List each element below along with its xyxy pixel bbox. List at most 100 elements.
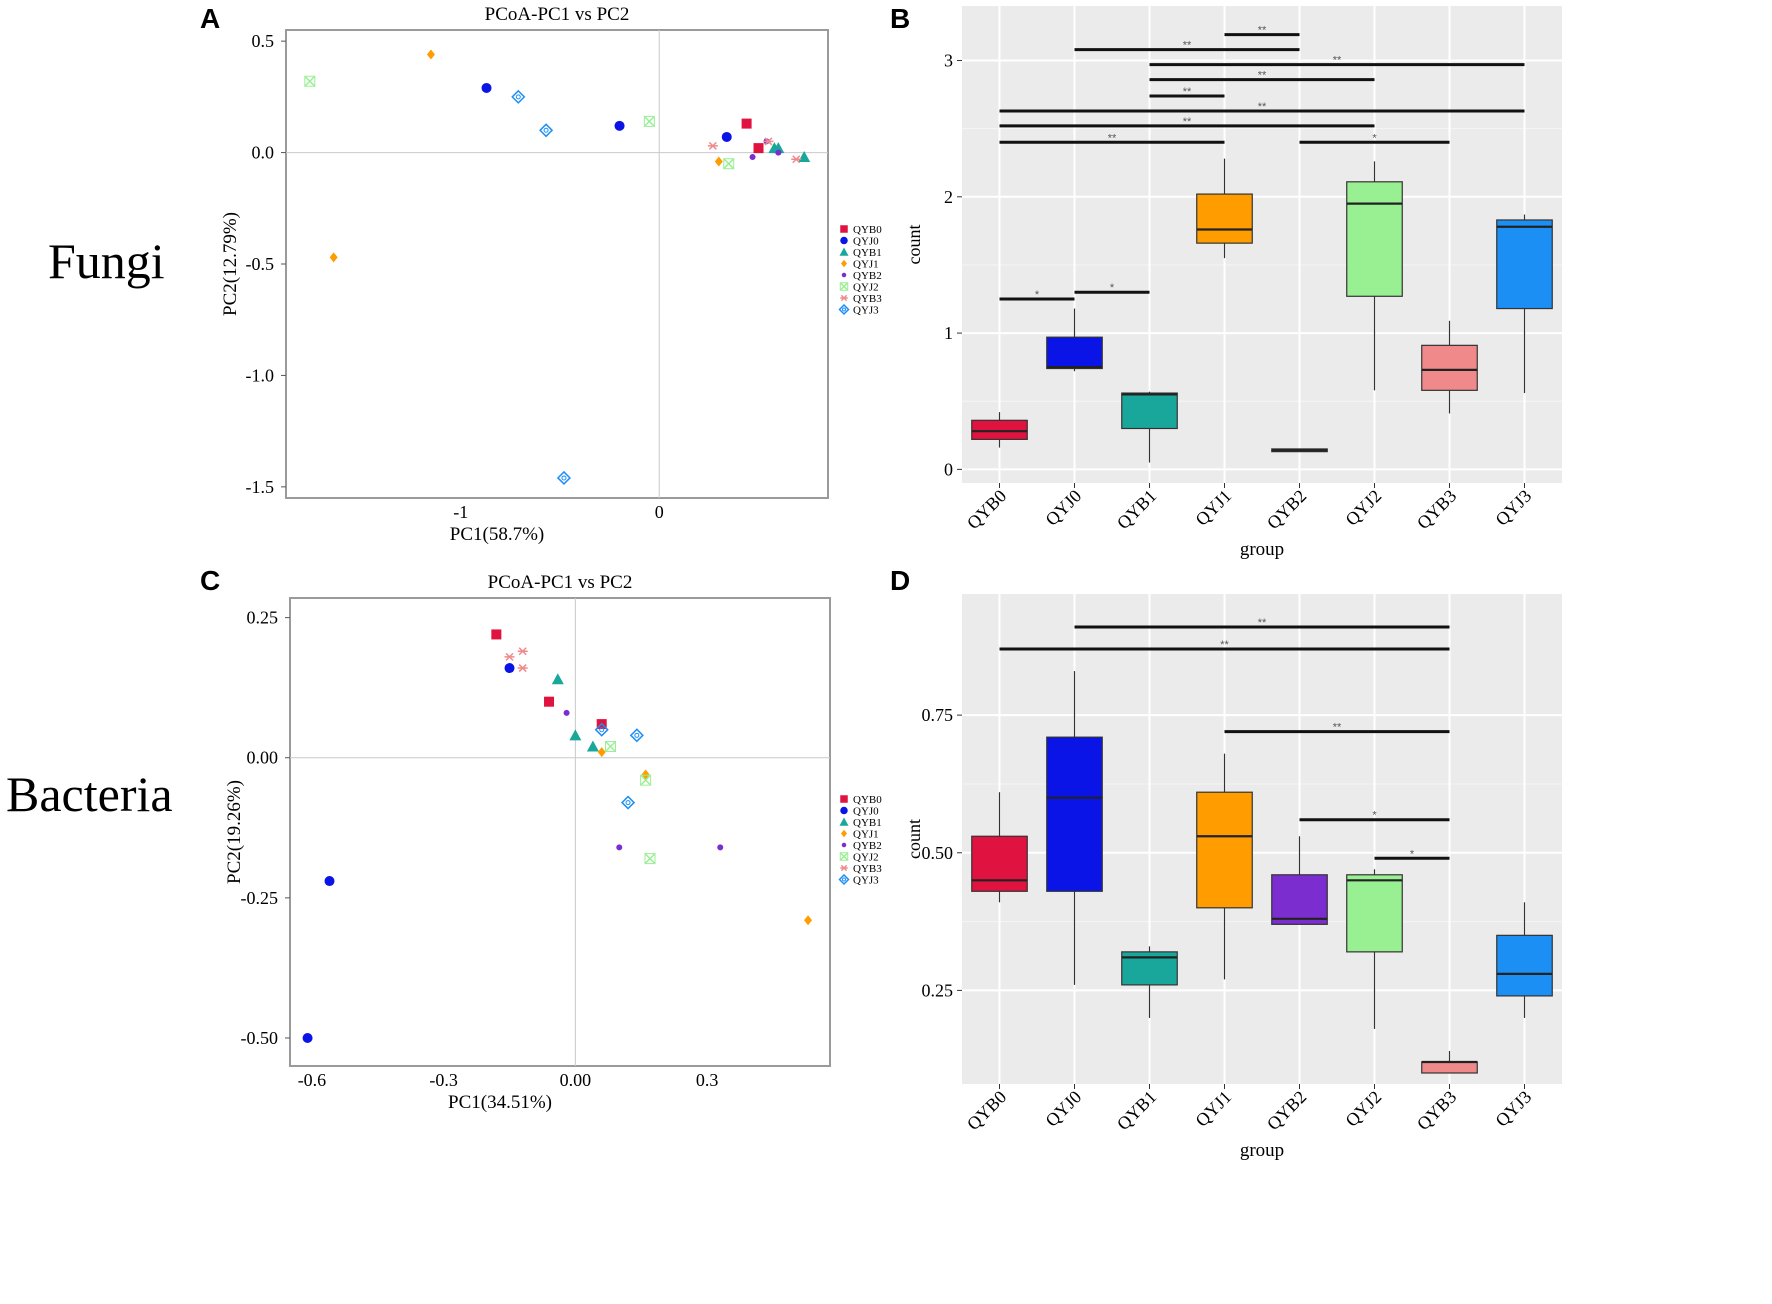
point-c-qyj3-shape	[620, 795, 636, 810]
legend-label-a-qyj2: QYJ2	[853, 282, 879, 294]
point-a-qyj3-shape	[556, 470, 572, 486]
legend-label-a-qyb1: QYB1	[853, 247, 882, 259]
legend-marker-a-qyb1-shape	[839, 247, 849, 256]
box-d-qyj0	[1046, 736, 1103, 892]
legend-marker-a-qyj0-shape	[840, 236, 848, 245]
legend-label-c-qyb2: QYB2	[853, 840, 882, 852]
legend-label-c-qyj2: QYJ2	[853, 852, 879, 864]
significance-label-d: *	[1372, 810, 1377, 822]
point-c-qyj3	[620, 795, 636, 810]
box-b-qyb0	[971, 419, 1028, 440]
box-d-qyb2	[1271, 874, 1328, 925]
point-c-qyj2	[604, 740, 617, 753]
point-c-qyj1	[597, 747, 606, 758]
point-c-qyj1	[804, 915, 813, 926]
y-tick-label-c: -0.25	[241, 888, 279, 908]
point-a-qyj3	[539, 123, 554, 138]
legend-marker-a-qyj1-shape	[841, 259, 847, 268]
point-a-qyj0-shape	[481, 82, 492, 93]
point-c-qyj2-stroke2	[640, 774, 652, 786]
y-tick-label-c: 0.25	[247, 608, 279, 628]
point-a-qyb3	[707, 141, 718, 150]
point-a-qyb2	[775, 149, 782, 156]
legend-marker-a-qyb0-shape	[840, 225, 848, 233]
x-tick-label-c: -0.3	[429, 1070, 458, 1090]
point-a-qyb1-shape	[772, 142, 785, 154]
y-tick-label-a: 0.5	[252, 31, 275, 51]
box-d-qyj1	[1196, 791, 1253, 909]
legend-label-c-qyj0: QYJ0	[853, 806, 879, 818]
panel-letter-a: A	[200, 3, 221, 34]
box-d-qyj3	[1496, 934, 1553, 997]
point-a-qyb0-shape	[753, 143, 764, 154]
legend-marker-c-qyj3-shape	[838, 873, 850, 886]
point-a-qyj2	[723, 158, 735, 170]
point-a-qyb3	[791, 155, 802, 164]
point-c-qyb0-shape	[544, 696, 555, 707]
legend-marker-c-qyj1-shape	[841, 829, 847, 838]
significance-label-b: **	[1258, 70, 1267, 82]
point-a-qyj3-shape	[511, 89, 526, 104]
y-tick-label-b: 1	[944, 323, 953, 343]
panel-letter-c: C	[200, 565, 221, 596]
legend-marker-c-qyb3	[840, 864, 848, 872]
point-a-qyb0	[741, 118, 752, 129]
panel-letter-b: B	[890, 3, 911, 34]
point-a-qyj1-shape	[426, 49, 435, 60]
x-tick-label-b-qyj1: QYJ1	[1191, 486, 1235, 530]
x-tick-label-d-qyb0: QYB0	[963, 1087, 1010, 1134]
point-c-qyb2-shape	[717, 844, 724, 851]
point-c-qyj1-shape	[641, 769, 650, 780]
x-tick-label-d-qyj3: QYJ3	[1491, 1087, 1535, 1131]
plot-frame-a	[285, 29, 829, 499]
legend-label-c-qyb3: QYB3	[853, 863, 882, 875]
legend-marker-a-qyb2	[841, 272, 847, 278]
legend-marker-c-qyj2-shape	[839, 852, 849, 861]
point-a-qyj1-shape	[329, 252, 338, 263]
point-c-qyb3-stroke3	[505, 652, 514, 661]
point-a-qyj2-shape	[723, 158, 735, 170]
point-c-qyj0	[302, 1032, 313, 1043]
point-c-qyj3-shape	[594, 722, 609, 737]
significance-label-d: **	[1333, 722, 1342, 734]
significance-label-b: **	[1258, 101, 1267, 113]
significance-label-b: *	[1372, 132, 1377, 144]
chart-title-a: PCoA-PC1 vs PC2	[485, 4, 630, 25]
legend-label-a-qyj3: QYJ3	[853, 305, 879, 317]
x-tick-label-b-qyb0: QYB0	[963, 486, 1010, 533]
legend-marker-a-qyb3	[840, 294, 848, 302]
x-tick-label-c: 0.00	[560, 1070, 592, 1090]
plot-panel-b	[962, 6, 1562, 483]
x-tick-label-c: 0.3	[696, 1070, 719, 1090]
legend-marker-c-qyj2	[839, 852, 849, 861]
point-a-qyj2-stroke2	[723, 158, 735, 170]
legend-marker-a-qyj2-stroke2	[839, 282, 849, 291]
legend-marker-c-qyj0	[840, 806, 848, 815]
point-c-qyj3-inner	[599, 727, 605, 733]
point-a-qyj3-inner	[515, 94, 521, 100]
significance-label-b: *	[1110, 282, 1115, 294]
box-b-qyj0	[1046, 336, 1103, 370]
x-tick-label-b-qyb2: QYB2	[1263, 486, 1310, 533]
y-tick-label-b: 3	[944, 51, 953, 71]
point-a-qyj2-shape	[643, 115, 655, 127]
x-tick-label-d-qyj1: QYJ1	[1191, 1087, 1235, 1131]
significance-label-b: **	[1183, 116, 1192, 128]
legend-marker-a-qyj3	[838, 303, 850, 316]
point-c-qyb0-shape	[491, 629, 502, 640]
point-c-qyj3	[629, 728, 644, 743]
legend-marker-a-qyb2-shape	[841, 272, 847, 278]
point-c-qyb2-shape	[616, 844, 623, 851]
legend-marker-a-qyj0	[840, 236, 848, 245]
y-axis-label-c: PC2(19.26%)	[224, 780, 245, 884]
legend-label-a-qyb3: QYB3	[853, 293, 882, 305]
point-c-qyb0	[491, 629, 502, 640]
box-b-qyb3	[1421, 344, 1478, 391]
legend-marker-a-qyj2	[839, 282, 849, 291]
legend-label-a-qyb2: QYB2	[853, 270, 882, 282]
y-axis-label-d: count	[904, 819, 924, 859]
box-b-qyb1	[1121, 392, 1178, 430]
legend-marker-a-qyj3-shape	[838, 303, 850, 316]
legend-label-a-qyj1: QYJ1	[853, 259, 879, 271]
